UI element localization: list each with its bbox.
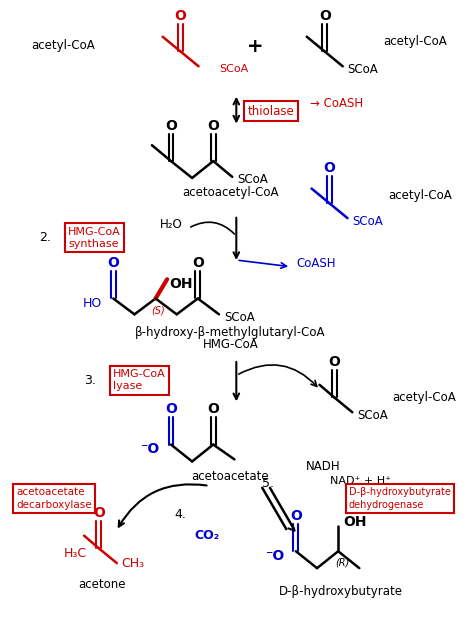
- Text: acetyl-CoA: acetyl-CoA: [392, 391, 456, 404]
- Text: O: O: [290, 509, 302, 523]
- Text: SCoA: SCoA: [237, 173, 268, 186]
- Text: O: O: [207, 119, 219, 133]
- Text: acetoacetate: acetoacetate: [191, 470, 269, 482]
- Text: O: O: [319, 9, 331, 23]
- Text: HO: HO: [82, 297, 102, 310]
- Text: → CoASH: → CoASH: [310, 97, 364, 110]
- Text: OH: OH: [169, 278, 192, 291]
- Text: SCoA: SCoA: [347, 63, 378, 76]
- Text: HMG-CoA
lyase: HMG-CoA lyase: [113, 369, 166, 391]
- Text: OH: OH: [343, 515, 366, 529]
- Text: CH₃: CH₃: [122, 557, 145, 569]
- Text: 3.: 3.: [84, 374, 96, 387]
- Text: O: O: [207, 402, 219, 416]
- Text: SCoA: SCoA: [219, 64, 249, 74]
- Text: ⁻O: ⁻O: [140, 442, 159, 457]
- Text: D-β-hydroxybutyrate: D-β-hydroxybutyrate: [279, 585, 403, 598]
- Text: +: +: [247, 37, 264, 56]
- Text: O: O: [324, 161, 336, 175]
- Text: NAD⁺ + H⁺: NAD⁺ + H⁺: [329, 476, 391, 486]
- Text: D-β-hydroxybutyrate
dehydrogenase: D-β-hydroxybutyrate dehydrogenase: [349, 487, 451, 510]
- Text: SCoA: SCoA: [352, 215, 383, 228]
- Text: acetyl-CoA: acetyl-CoA: [383, 35, 447, 48]
- Text: 2.: 2.: [39, 231, 51, 244]
- Text: CO₂: CO₂: [194, 529, 219, 542]
- Text: 4.: 4.: [174, 508, 186, 521]
- Text: O: O: [174, 9, 186, 23]
- Text: β-hydroxy-β-methylglutaryl-CoA: β-hydroxy-β-methylglutaryl-CoA: [135, 326, 326, 339]
- Text: acetone: acetone: [78, 578, 126, 591]
- Text: thiolase: thiolase: [248, 105, 295, 118]
- Text: HMG-CoA: HMG-CoA: [203, 338, 258, 351]
- Text: CoASH: CoASH: [296, 257, 336, 270]
- Text: 5.: 5.: [262, 476, 274, 489]
- Text: HMG-CoA
synthase: HMG-CoA synthase: [68, 226, 121, 249]
- Text: (R): (R): [335, 558, 349, 568]
- Text: SCoA: SCoA: [224, 311, 255, 324]
- Text: acetyl-CoA: acetyl-CoA: [388, 189, 452, 202]
- Text: O: O: [328, 355, 340, 370]
- Text: O: O: [107, 256, 119, 270]
- Text: NADH: NADH: [306, 460, 340, 473]
- Text: (S): (S): [152, 305, 165, 315]
- Text: H₂O: H₂O: [160, 218, 182, 231]
- Text: acetoacetyl-CoA: acetoacetyl-CoA: [182, 186, 279, 199]
- Text: O: O: [93, 506, 105, 520]
- Text: acetyl-CoA: acetyl-CoA: [32, 39, 95, 52]
- Text: acetoacetate
decarboxylase: acetoacetate decarboxylase: [16, 487, 92, 510]
- Text: O: O: [165, 119, 177, 133]
- Text: ⁻O: ⁻O: [265, 549, 284, 563]
- Text: O: O: [192, 256, 204, 270]
- Text: H₃C: H₃C: [63, 547, 86, 560]
- Text: O: O: [165, 402, 177, 416]
- Text: SCoA: SCoA: [357, 408, 388, 421]
